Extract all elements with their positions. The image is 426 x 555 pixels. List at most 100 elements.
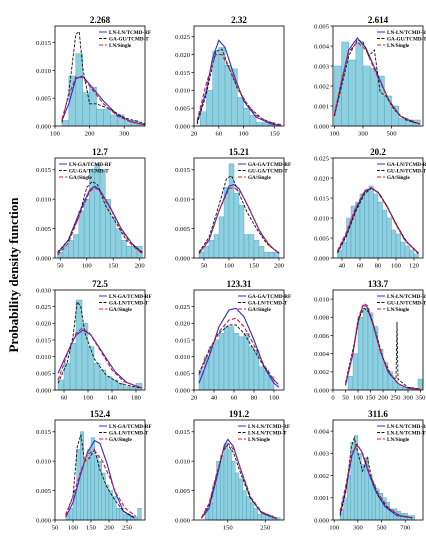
x-tick-label: 100 — [50, 131, 61, 138]
y-tick-label: 0.005 — [175, 488, 191, 495]
histogram-bar — [248, 346, 255, 391]
histogram-bar — [233, 333, 240, 391]
histogram-bar — [257, 513, 262, 521]
y-tick-label: 0.010 — [36, 68, 52, 75]
y-tick-label: 0.005 — [175, 226, 191, 233]
histogram-bar — [213, 234, 220, 259]
x-tick-label: 300 — [403, 395, 414, 402]
panel-title: 20.2 — [370, 147, 386, 157]
panel-1: 2.268 0.000 0.005 0.010 0.015 100 200 300 LN-LN/… — [36, 15, 151, 138]
x-tick-label: 80 — [375, 263, 382, 270]
histogram-bar — [223, 443, 228, 521]
histogram-bar — [255, 122, 263, 127]
legend-label: GA-LN/TCMD-T — [109, 301, 149, 307]
panel-title: 72.5 — [92, 279, 108, 289]
curve-tcmd-rf — [339, 443, 413, 519]
plot-frame — [332, 419, 424, 521]
curve-tcmd-t — [65, 434, 135, 518]
x-tick-label: 300 — [353, 525, 364, 532]
curve-single — [57, 327, 143, 389]
histogram-bar — [218, 333, 225, 391]
x-tick-label: 120 — [409, 263, 420, 270]
histogram-bar — [347, 475, 351, 521]
histogram-bar — [220, 455, 225, 521]
histogram-bar — [404, 245, 410, 259]
y-tick-label: 0.005 — [314, 235, 330, 242]
histogram-bar — [343, 497, 348, 521]
curve-single — [65, 449, 137, 517]
legend-label: GA/Single — [387, 175, 410, 181]
histogram-bar — [250, 502, 255, 521]
x-tick-label: 40 — [339, 263, 346, 270]
y-tick-label: 0.010 — [314, 215, 330, 222]
panel-11: 191.2 0.000 0.005 0.010 0.015 150 250 LN-LN/TCM… — [175, 409, 290, 532]
legend-label: LN-GA/TCMD-RF — [69, 162, 112, 168]
y-tick-label: 0.015 — [175, 167, 191, 174]
y-tick-label: 0.000 — [175, 255, 191, 262]
panel-title: 12.7 — [92, 147, 108, 157]
y-tick-label: 0.005 — [36, 371, 52, 378]
y-tick-label: 0.005 — [175, 371, 191, 378]
x-tick-label: 100 — [353, 395, 364, 402]
y-tick-label: 0.001 — [314, 103, 329, 110]
histogram-bar — [223, 326, 230, 391]
y-tick-label: 0.005 — [314, 23, 330, 30]
legend-label: GA/Single — [69, 175, 92, 181]
histogram-bar — [352, 353, 359, 391]
x-tick-label: 60 — [61, 395, 68, 402]
y-tick-label: 0.010 — [175, 354, 191, 361]
curve-single — [61, 76, 146, 126]
y-tick-label: 0.005 — [36, 96, 52, 103]
legend-label: GU-LN/TCMD-T — [387, 169, 426, 175]
histogram-bar — [347, 376, 354, 391]
x-tick-label: 200 — [274, 263, 285, 270]
histogram-bar — [238, 204, 245, 259]
histogram-bar — [61, 120, 70, 127]
x-tick-label: 0 — [331, 395, 335, 402]
histogram-bar — [258, 246, 265, 259]
legend-label: GA-GU/TCMD-T — [387, 37, 426, 43]
histogram-bar — [253, 508, 258, 521]
histogram-bar — [228, 326, 235, 391]
figure-y-axis-label: Probability density function — [6, 197, 21, 353]
y-tick-label: 0.015 — [175, 429, 191, 436]
x-tick-label: 20 — [191, 395, 198, 402]
histogram-bar — [73, 234, 80, 259]
histogram-bar — [386, 217, 392, 259]
histogram-bar — [262, 122, 269, 127]
x-tick-label: 200 — [135, 263, 146, 270]
y-tick-label: 0.000 — [36, 387, 52, 394]
x-tick-label: 200 — [85, 131, 96, 138]
histogram-bar — [123, 386, 131, 391]
histogram-bar — [248, 234, 255, 259]
curve-tcmd-t — [345, 307, 421, 390]
histogram-bar — [231, 460, 236, 521]
histogram-bar — [391, 229, 397, 259]
y-tick-label: 0.005 — [36, 226, 52, 233]
y-tick-label: 0.000 — [314, 255, 330, 262]
panel-title: 2.268 — [90, 15, 111, 25]
y-tick-label: 0.015 — [36, 337, 52, 344]
y-tick-label: 0.010 — [175, 197, 191, 204]
histogram-bar — [115, 508, 120, 521]
histogram-bar — [368, 475, 373, 521]
x-tick-label: 100 — [269, 395, 280, 402]
y-tick-label: 0.002 — [314, 83, 329, 90]
histogram-bar — [94, 163, 101, 259]
y-tick-label: 0.015 — [36, 167, 52, 174]
y-tick-label: 0.003 — [314, 451, 330, 458]
histogram-bar — [82, 92, 90, 127]
legend-label: LN-LN/TCMD-T — [387, 431, 426, 437]
x-tick-label: 700 — [400, 525, 411, 532]
histogram-bar — [362, 65, 371, 127]
y-tick-label: 0.010 — [36, 354, 52, 361]
histogram-bar — [263, 251, 270, 259]
y-tick-label: 0.025 — [175, 34, 191, 41]
x-tick-label: 100 — [68, 525, 79, 532]
y-tick-label: 0.015 — [175, 70, 191, 77]
histogram-bar — [69, 343, 77, 391]
y-tick-label: 0.025 — [175, 304, 191, 311]
histogram-bar — [377, 75, 385, 127]
x-tick-label: 150 — [249, 263, 260, 270]
plot-frame — [193, 25, 285, 127]
